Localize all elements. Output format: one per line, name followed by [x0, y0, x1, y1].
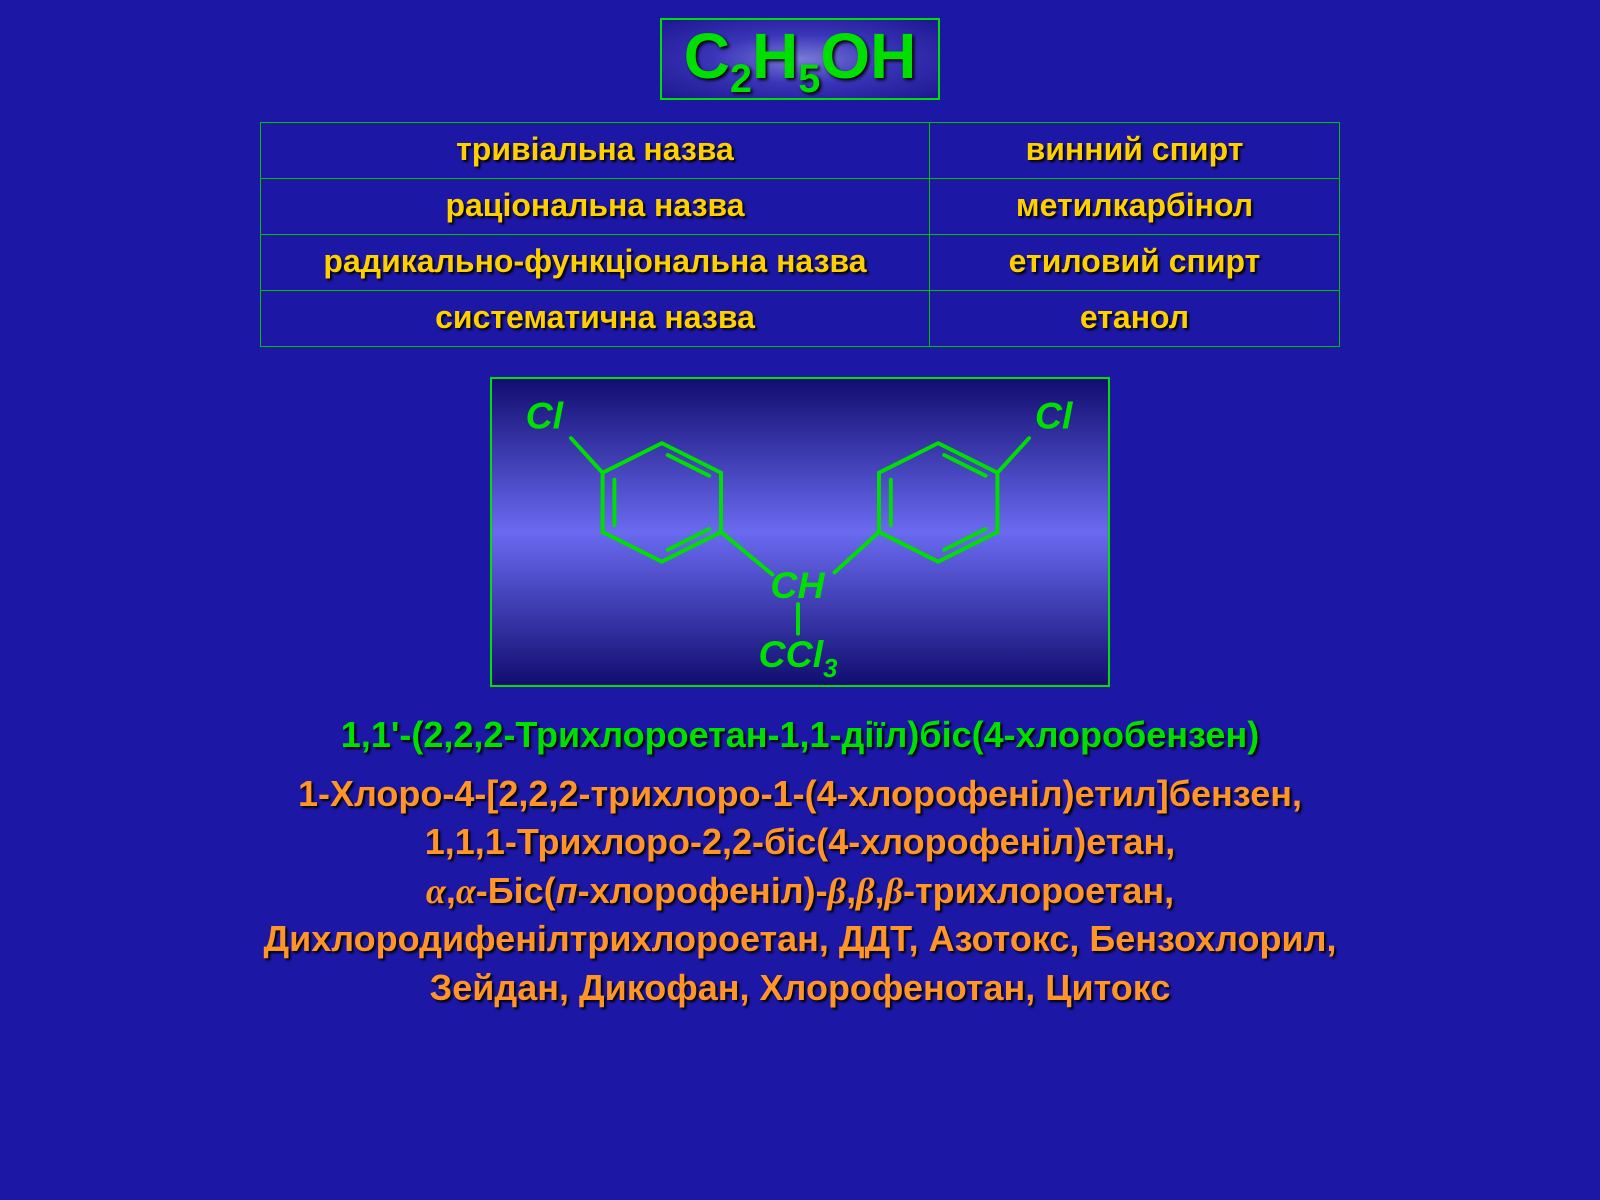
label-ch: CH [770, 564, 825, 606]
table-val: етанол [929, 291, 1339, 347]
table-key: радикально-функціональна назва [261, 235, 930, 291]
names-block: 1,1'-(2,2,2-Трихлороетан-1,1-діїл)біс(4-… [100, 711, 1500, 1013]
structure-box: Cl Cl CH CCl3 [490, 377, 1110, 687]
table-row: раціональна назваметилкарбінол [261, 179, 1340, 235]
table-row: систематична назваетанол [261, 291, 1340, 347]
nomenclature-table-body: тривіальна назвавинний спиртраціональна … [261, 123, 1340, 347]
formula: C2H5OH [684, 24, 917, 88]
table-key: раціональна назва [261, 179, 930, 235]
table-val: етиловий спирт [929, 235, 1339, 291]
label-cl-left: Cl [526, 394, 565, 436]
alt-name-5: Зейдан, Дикофан, Хлорофенотан, Цитокс [100, 964, 1500, 1013]
iupac-name: 1,1'-(2,2,2-Трихлороетан-1,1-діїл)біс(4-… [100, 711, 1500, 760]
alt-name-3: α,α-Біс(п-хлорофеніл)-β,β,β-трихлороетан… [100, 867, 1500, 916]
label-cl-right: Cl [1035, 394, 1074, 436]
table-val: метилкарбінол [929, 179, 1339, 235]
structure-svg: Cl Cl CH CCl3 [492, 379, 1108, 685]
table-val: винний спирт [929, 123, 1339, 179]
label-ccl3: CCl3 [759, 633, 838, 683]
table-row: тривіальна назвавинний спирт [261, 123, 1340, 179]
formula-box: C2H5OH [660, 18, 941, 100]
alt-name-2: 1,1,1-Трихлоро-2,2-біс(4-хлорофеніл)етан… [100, 818, 1500, 867]
alt-name-1: 1-Хлоро-4-[2,2,2-трихлоро-1-(4-хлорофені… [100, 770, 1500, 819]
table-row: радикально-функціональна назваетиловий с… [261, 235, 1340, 291]
alt-name-4: Дихлородифенілтрихлороетан, ДДТ, Азотокс… [100, 915, 1500, 964]
nomenclature-table: тривіальна назвавинний спиртраціональна … [260, 122, 1340, 347]
table-key: тривіальна назва [261, 123, 930, 179]
table-key: систематична назва [261, 291, 930, 347]
